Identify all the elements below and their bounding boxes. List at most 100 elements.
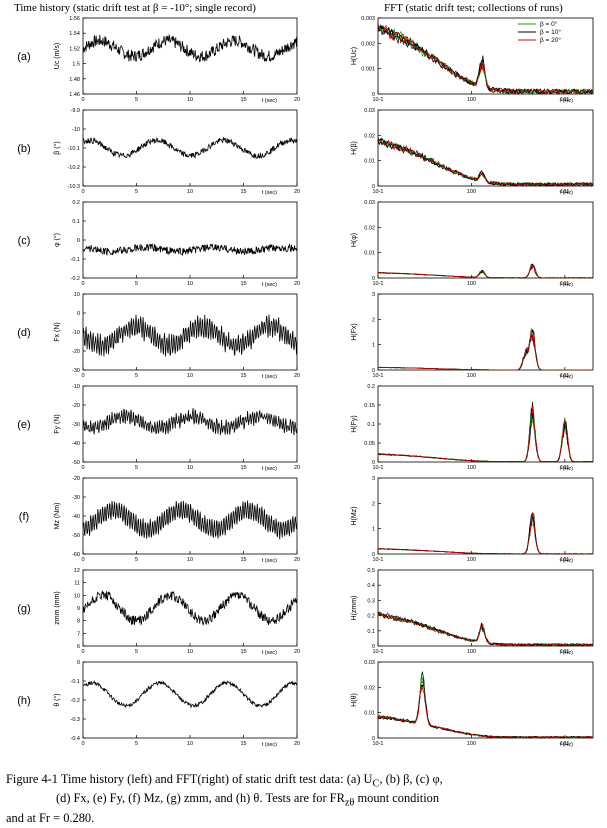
y-tick-label: 3 bbox=[372, 292, 375, 298]
panel-label: (h) bbox=[17, 695, 30, 707]
y-tick-label: 1 bbox=[372, 527, 375, 533]
plot-frame bbox=[82, 569, 298, 647]
y-tick-label: 0.3 bbox=[367, 598, 375, 604]
y-tick-label: 0.05 bbox=[364, 441, 375, 447]
x-tick-label: 5 bbox=[135, 281, 138, 287]
y-tick-label: 0.5 bbox=[367, 568, 375, 574]
y-tick-label: -30 bbox=[72, 422, 80, 428]
y-tick-label: 7 bbox=[77, 631, 80, 637]
panel-h-time: 0-0.1-0.2-0.3-0.40 5 10 15 20t (sec)θ (°)(h) bbox=[17, 660, 300, 748]
y-tick-label: -30 bbox=[72, 368, 80, 374]
fft-run-line bbox=[377, 136, 594, 187]
x-tick-label: 5 bbox=[135, 465, 138, 471]
x-tick-label: 20 bbox=[294, 557, 300, 563]
series-line bbox=[83, 679, 298, 709]
y-axis-label: H(Fx) bbox=[351, 323, 358, 341]
x-axis-label: f (Hz) bbox=[560, 742, 574, 748]
y-tick-label: -20 bbox=[72, 476, 80, 482]
y-tick-label: -40 bbox=[72, 514, 80, 520]
x-tick-label: 0 bbox=[81, 373, 84, 379]
fft-run-line bbox=[377, 516, 594, 555]
x-tick-label: 10 bbox=[187, 649, 193, 655]
plot-frame bbox=[377, 661, 594, 739]
y-tick-label: -9.9 bbox=[71, 108, 80, 114]
x-tick-label: 20 bbox=[294, 649, 300, 655]
y-tick-label: -40 bbox=[72, 441, 80, 447]
fft-run-line bbox=[377, 339, 593, 371]
y-tick-label: 0 bbox=[372, 460, 375, 466]
y-tick-label: 0.1 bbox=[367, 422, 375, 428]
fft-run-line bbox=[377, 138, 594, 187]
x-tick-label: 20 bbox=[294, 97, 300, 103]
x-tick-label: 0 bbox=[81, 281, 84, 287]
y-axis-label: Uc (m/s) bbox=[54, 43, 61, 69]
x-tick-label: 10-1 bbox=[372, 465, 383, 471]
caption-line-1: Figure 4-1 Time history (left) and FFT(r… bbox=[6, 772, 373, 786]
y-tick-label: 0.2 bbox=[72, 200, 80, 206]
y-tick-label: 0.01 bbox=[364, 159, 375, 165]
x-tick-label: 100 bbox=[467, 741, 476, 747]
y-tick-label: 0 bbox=[372, 276, 375, 282]
x-tick-label: 15 bbox=[240, 281, 246, 287]
x-tick-label: 10 bbox=[187, 557, 193, 563]
y-tick-label: 0 bbox=[372, 368, 375, 374]
x-tick-label: 101 bbox=[560, 281, 569, 287]
x-axis-label: f (Hz) bbox=[560, 558, 574, 564]
plot-frame bbox=[82, 201, 298, 279]
x-tick-label: 100 bbox=[467, 557, 476, 563]
caption-line-2-rest: mount condition bbox=[354, 791, 440, 806]
fft-run-line bbox=[377, 334, 594, 371]
figure-caption: Figure 4-1 Time history (left) and FFT(r… bbox=[6, 772, 598, 825]
y-tick-label: 3 bbox=[372, 476, 375, 482]
y-tick-label: -30 bbox=[72, 495, 80, 501]
fft-run-line bbox=[377, 612, 594, 647]
x-tick-label: 101 bbox=[560, 189, 569, 195]
y-tick-label: 0.01 bbox=[364, 251, 375, 257]
y-tick-label: 1.56 bbox=[69, 16, 80, 22]
x-tick-label: 15 bbox=[240, 557, 246, 563]
y-tick-label: 0 bbox=[372, 184, 375, 190]
y-tick-label: -50 bbox=[72, 533, 80, 539]
x-tick-label: 5 bbox=[135, 557, 138, 563]
panel-e-time: -10 -20 -30 -40 -500 5 10 15 20 t (sec) Fy (N) (e) bbox=[17, 384, 300, 472]
y-tick-label: 1.48 bbox=[69, 77, 80, 83]
x-tick-label: 5 bbox=[135, 741, 138, 747]
y-tick-label: -10.3 bbox=[67, 184, 80, 190]
x-tick-label: 0 bbox=[81, 97, 84, 103]
plot-frame bbox=[377, 477, 594, 555]
fft-column-title: FFT (static drift test; collections of r… bbox=[384, 2, 563, 14]
y-axis-label: Mz (Nm) bbox=[54, 503, 61, 530]
x-tick-label: 20 bbox=[294, 189, 300, 195]
y-tick-label: 1.46 bbox=[69, 92, 80, 98]
y-tick-label: 9 bbox=[77, 606, 80, 612]
panel-g-time: 12 11 10 9 8 7 60 5 10 15 20 t (sec) zmm (mm) (g) bbox=[17, 568, 300, 656]
plot-frame bbox=[82, 385, 298, 463]
y-tick-label: 0 bbox=[77, 311, 80, 317]
y-axis-label: θ (°) bbox=[53, 693, 61, 706]
x-tick-label: 0 bbox=[81, 557, 84, 563]
x-tick-label: 100 bbox=[467, 189, 476, 195]
panel-label: (g) bbox=[17, 603, 30, 615]
y-axis-label: φ (°) bbox=[53, 233, 61, 247]
panel-label: (c) bbox=[18, 235, 31, 247]
series-line bbox=[82, 242, 298, 257]
plot-frame bbox=[82, 17, 298, 95]
x-tick-label: 10-1 bbox=[372, 741, 383, 747]
y-tick-label: 0 bbox=[77, 660, 80, 666]
x-tick-label: 15 bbox=[240, 741, 246, 747]
x-tick-label: 15 bbox=[240, 189, 246, 195]
fft-run-line bbox=[377, 612, 594, 647]
panel-a-time: 1.56 1.54 1.52 1.5 1.48 1.460 5 10 15 20 t (sec) Uc… bbox=[17, 16, 300, 104]
x-tick-label: 10 bbox=[187, 281, 193, 287]
caption-line-1-rest: , (b) β, (c) φ, bbox=[379, 772, 443, 786]
x-axis-label: t (sec) bbox=[262, 190, 277, 196]
y-tick-label: -10 bbox=[72, 127, 80, 133]
x-tick-label: 100 bbox=[467, 373, 476, 379]
x-tick-label: 0 bbox=[81, 189, 84, 195]
legend-label: β = 10° bbox=[540, 28, 561, 36]
panel-d-time: 100-10-20-300 5 10 15 20t (sec)Fx (N)(d) bbox=[17, 292, 300, 380]
